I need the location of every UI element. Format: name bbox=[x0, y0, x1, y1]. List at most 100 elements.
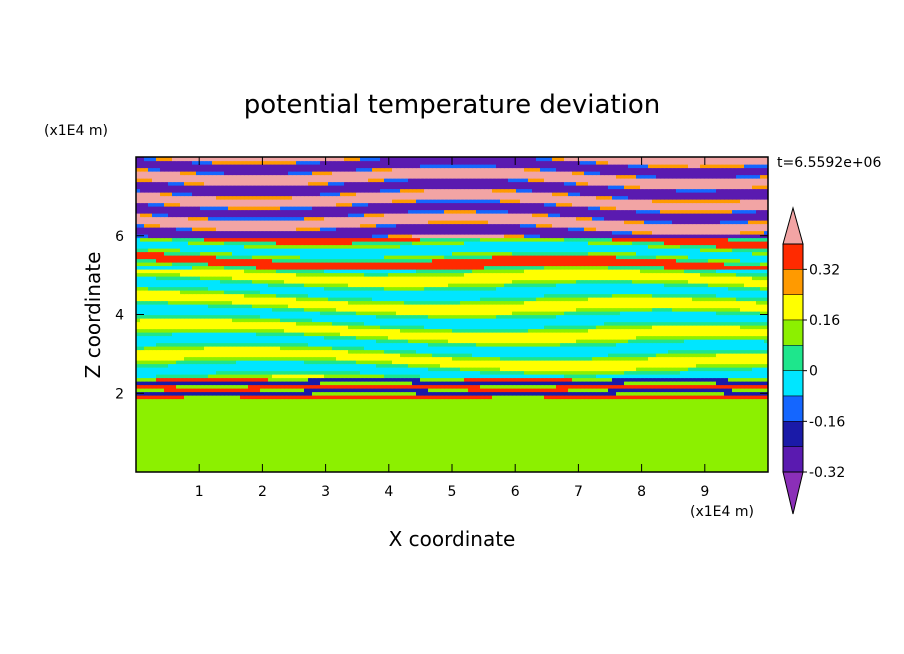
field-cell bbox=[740, 447, 745, 452]
field-cell bbox=[400, 458, 405, 463]
field-cell bbox=[352, 451, 357, 456]
field-cell bbox=[740, 468, 745, 472]
field-cell bbox=[764, 454, 768, 459]
field-cell bbox=[616, 370, 621, 375]
field-cell bbox=[148, 461, 153, 466]
field-cell bbox=[172, 381, 177, 386]
field-cell bbox=[176, 363, 181, 368]
field-cell bbox=[736, 412, 741, 417]
field-cell bbox=[164, 451, 169, 456]
field-cell bbox=[352, 363, 357, 368]
field-cell bbox=[552, 381, 557, 386]
field-cell bbox=[144, 388, 149, 393]
field-cell bbox=[284, 384, 289, 389]
field-cell bbox=[136, 398, 141, 403]
field-cell bbox=[580, 444, 585, 449]
field-cell bbox=[168, 374, 173, 379]
field-cell bbox=[688, 461, 693, 466]
field-cell bbox=[532, 391, 537, 396]
field-cell bbox=[716, 402, 721, 407]
field-cell bbox=[752, 461, 757, 466]
field-cell bbox=[348, 402, 353, 407]
field-cell bbox=[536, 412, 541, 417]
field-cell bbox=[152, 367, 157, 372]
field-cell bbox=[552, 426, 557, 431]
field-cell bbox=[648, 391, 653, 396]
field-cell bbox=[304, 454, 309, 459]
field-cell bbox=[464, 395, 469, 400]
field-cell bbox=[400, 423, 405, 428]
field-cell bbox=[456, 465, 461, 470]
field-cell bbox=[140, 423, 145, 428]
field-cell bbox=[704, 437, 709, 442]
field-cell bbox=[352, 447, 357, 452]
field-cell bbox=[152, 398, 157, 403]
field-cell bbox=[648, 451, 653, 456]
field-cell bbox=[224, 430, 229, 435]
field-cell bbox=[724, 416, 729, 421]
field-cell bbox=[340, 384, 345, 389]
field-cell bbox=[652, 402, 657, 407]
field-cell bbox=[692, 423, 697, 428]
field-cell bbox=[156, 468, 161, 472]
field-cell bbox=[488, 423, 493, 428]
field-cell bbox=[188, 419, 193, 424]
field-cell bbox=[656, 370, 661, 375]
field-cell bbox=[468, 367, 473, 372]
field-cell bbox=[300, 384, 305, 389]
field-cell bbox=[748, 416, 753, 421]
field-cell bbox=[360, 367, 365, 372]
field-cell bbox=[308, 451, 313, 456]
field-cell bbox=[304, 381, 309, 386]
field-cell bbox=[692, 384, 697, 389]
field-cell bbox=[592, 367, 597, 372]
field-cell bbox=[676, 440, 681, 445]
field-cell bbox=[288, 426, 293, 431]
field-cell bbox=[684, 437, 689, 442]
field-cell bbox=[728, 363, 733, 368]
field-cell bbox=[444, 370, 449, 375]
field-cell bbox=[240, 416, 245, 421]
field-cell bbox=[652, 367, 657, 372]
field-cell bbox=[164, 388, 169, 393]
field-cell bbox=[524, 419, 529, 424]
field-cell bbox=[736, 458, 741, 463]
field-cell bbox=[380, 409, 385, 414]
field-cell bbox=[164, 430, 169, 435]
field-cell bbox=[620, 458, 625, 463]
field-cell bbox=[364, 437, 369, 442]
field-cell bbox=[504, 451, 509, 456]
field-cell bbox=[700, 384, 705, 389]
field-cell bbox=[532, 451, 537, 456]
field-cell bbox=[568, 395, 573, 400]
field-cell bbox=[568, 437, 573, 442]
field-cell bbox=[444, 437, 449, 442]
field-cell bbox=[552, 461, 557, 466]
field-cell bbox=[588, 468, 593, 472]
field-cell bbox=[212, 430, 217, 435]
field-cell bbox=[224, 426, 229, 431]
field-cell bbox=[216, 391, 221, 396]
field-cell bbox=[196, 384, 201, 389]
field-cell bbox=[400, 419, 405, 424]
field-cell bbox=[728, 384, 733, 389]
field-cell bbox=[504, 465, 509, 470]
field-cell bbox=[356, 374, 361, 379]
field-cell bbox=[548, 465, 553, 470]
field-cell bbox=[268, 367, 273, 372]
field-cell bbox=[512, 405, 517, 410]
field-cell bbox=[420, 444, 425, 449]
field-cell bbox=[496, 419, 501, 424]
field-cell bbox=[712, 447, 717, 452]
field-cell bbox=[660, 370, 665, 375]
field-cell bbox=[460, 458, 465, 463]
field-cell bbox=[752, 433, 757, 438]
field-cell bbox=[204, 370, 209, 375]
field-cell bbox=[216, 360, 221, 365]
field-cell bbox=[384, 440, 389, 445]
field-cell bbox=[424, 419, 429, 424]
field-cell bbox=[220, 468, 225, 472]
field-cell bbox=[516, 454, 521, 459]
field-cell bbox=[172, 384, 177, 389]
field-cell bbox=[396, 367, 401, 372]
